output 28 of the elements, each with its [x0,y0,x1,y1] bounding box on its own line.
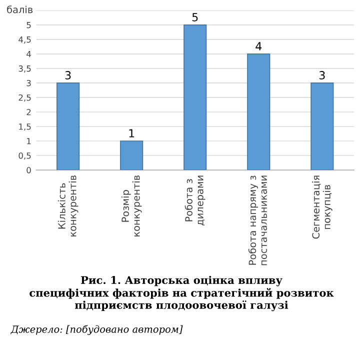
x-tick-label: Розмір конкурентів [121,175,142,236]
x-tick-label: Робота з дилерами [184,176,206,226]
data-label: 5 [192,13,198,22]
y-tick-label: 4,5 [18,36,31,44]
bar [56,82,80,170]
y-tick-label: 4 [26,51,31,58]
text: Джерело: [побудовано автором] [10,325,183,335]
y-tick-label: 3 [26,80,31,86]
data-label: 3 [65,71,71,80]
data-label: 1 [129,129,134,138]
y-tick-label: 0,5 [18,152,31,160]
y-tick-label: 2 [26,108,31,116]
y-tick-label: 3,5 [18,65,31,73]
y-tick-label: 0 [26,167,31,174]
y-tick-label: 2,5 [18,94,31,102]
bar [310,82,334,170]
text: Рис. 1. Авторська оцінка впливу специфічних факторів на стратегічний розвиток підприємств плодоовочевої галузі [30,276,334,312]
x-tick-label: Сегментація покупців [312,176,332,239]
bar [247,54,270,170]
y-tick-label: 5 [26,22,31,28]
data-label: 3 [319,71,325,80]
y-axis-title: балів [7,6,33,14]
bar [120,140,144,170]
bar [184,24,207,170]
x-tick-label: Кількість конкурентів [58,175,78,236]
y-tick-label: 1 [27,138,31,144]
data-label: 4 [256,42,262,50]
y-tick-label: 1,5 [19,124,31,131]
